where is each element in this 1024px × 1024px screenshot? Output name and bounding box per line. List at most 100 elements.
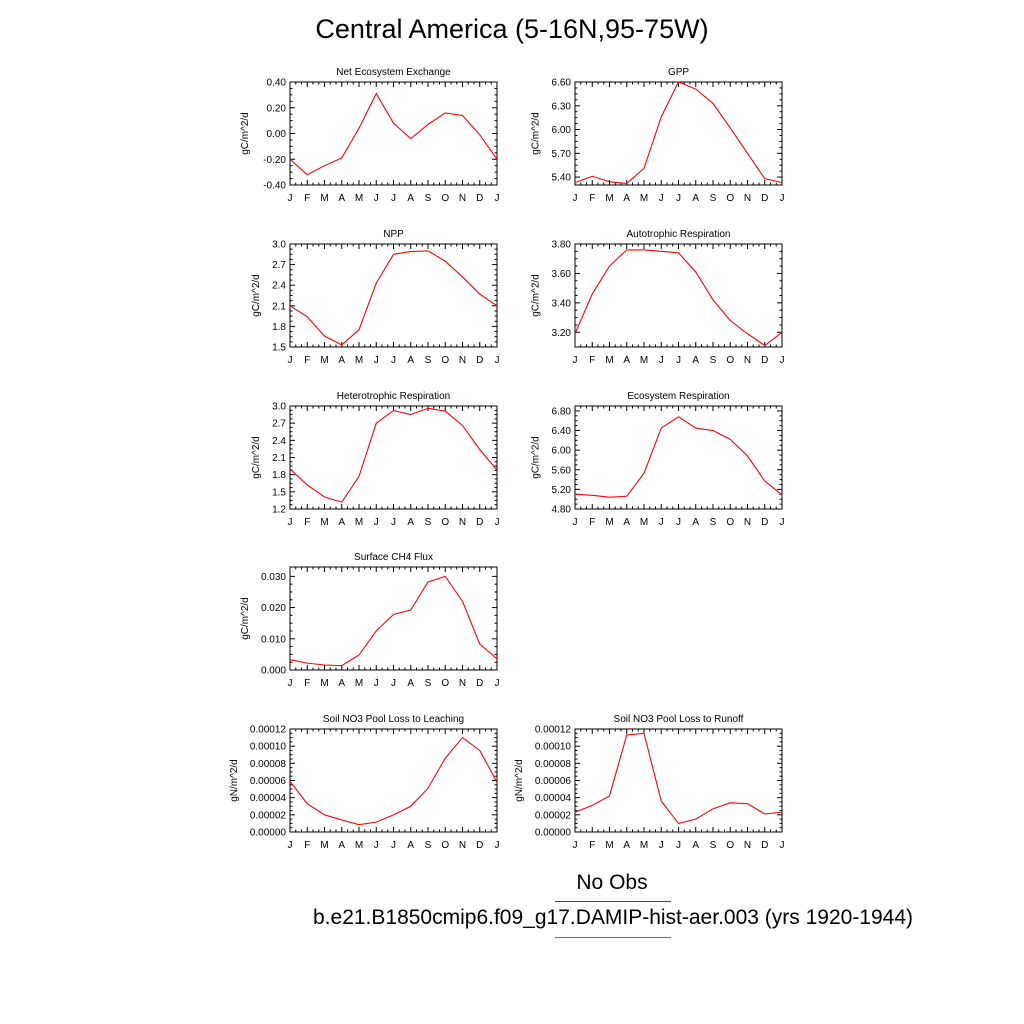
- x-tick-label: J: [676, 355, 681, 366]
- chart-title: Ecosystem Respiration: [627, 391, 729, 402]
- x-tick-label: D: [476, 840, 483, 851]
- x-tick-label: J: [288, 678, 293, 689]
- x-tick-label: J: [659, 517, 664, 528]
- x-tick-label: D: [476, 517, 483, 528]
- y-tick-label: 6.00: [552, 446, 572, 457]
- x-tick-label: J: [573, 193, 578, 204]
- x-tick-label: J: [780, 193, 785, 204]
- x-tick-label: D: [476, 678, 483, 689]
- legend-obs-line: [555, 901, 671, 902]
- y-axis-label: gC/m^2/d: [240, 112, 251, 155]
- y-tick-label: 1.8: [272, 322, 286, 333]
- y-axis-label: gC/m^2/d: [240, 597, 251, 640]
- chart-title: Net Ecosystem Exchange: [336, 67, 451, 78]
- x-tick-label: M: [605, 193, 613, 204]
- plot-frame: [289, 405, 498, 510]
- series-line: [574, 416, 783, 498]
- y-tick-label: 0.020: [261, 603, 286, 614]
- x-tick-label: J: [573, 355, 578, 366]
- y-tick-label: 1.2: [272, 505, 286, 516]
- y-tick-label: 2.7: [272, 260, 286, 271]
- x-tick-label: S: [425, 355, 432, 366]
- y-tick-label: 0.00010: [250, 742, 287, 753]
- chart-panel: J F M A M J J A S O N D J0.000000.000020.000040.0000…: [514, 714, 785, 851]
- x-tick-label: A: [338, 193, 345, 204]
- chart-title: NPP: [383, 229, 404, 240]
- chart-title: Soil NO3 Pool Loss to Leaching: [323, 714, 464, 725]
- x-tick-label: O: [726, 355, 734, 366]
- plot-frame: [574, 243, 783, 348]
- chart-panel: J F M A M J J A S O N D J3.203.403.603.80Autotrophic…: [531, 229, 785, 366]
- x-tick-label: O: [441, 678, 449, 689]
- y-axis-label: gC/m^2/d: [531, 274, 542, 317]
- x-tick-label: J: [374, 517, 379, 528]
- x-tick-label: J: [676, 517, 681, 528]
- x-tick-label: O: [726, 517, 734, 528]
- x-tick-label: J: [288, 517, 293, 528]
- y-tick-label: 0.00000: [535, 828, 572, 839]
- x-tick-label: J: [374, 678, 379, 689]
- x-tick-label: M: [355, 193, 363, 204]
- y-tick-label: 0.000: [261, 666, 286, 677]
- series-line: [289, 250, 498, 346]
- y-tick-label: 5.60: [552, 465, 572, 476]
- x-tick-label: A: [407, 678, 414, 689]
- x-tick-label: S: [710, 517, 717, 528]
- series-line: [574, 732, 783, 825]
- y-tick-label: 6.00: [552, 125, 572, 136]
- x-tick-label: M: [355, 355, 363, 366]
- x-tick-label: J: [391, 678, 396, 689]
- legend-case-label: b.e21.B1850cmip6.f09_g17.DAMIP-hist-aer.…: [313, 906, 914, 929]
- x-tick-label: A: [692, 193, 699, 204]
- y-tick-label: 0.00004: [535, 793, 572, 804]
- x-tick-label: J: [495, 193, 500, 204]
- x-tick-label: O: [441, 193, 449, 204]
- y-tick-label: 0.00012: [535, 725, 572, 736]
- x-tick-label: J: [495, 355, 500, 366]
- x-tick-label: N: [459, 193, 466, 204]
- plot-frame: [574, 405, 783, 510]
- chart-title: Autotrophic Respiration: [627, 229, 731, 240]
- y-tick-label: 5.20: [552, 485, 572, 496]
- y-tick-label: 0.010: [261, 634, 286, 645]
- x-tick-label: S: [425, 517, 432, 528]
- x-tick-label: F: [304, 840, 310, 851]
- x-tick-label: N: [459, 840, 466, 851]
- x-tick-label: D: [761, 355, 768, 366]
- x-tick-label: J: [659, 355, 664, 366]
- x-tick-label: F: [304, 678, 310, 689]
- y-tick-label: 1.5: [272, 487, 286, 498]
- y-axis-label: gC/m^2/d: [531, 112, 542, 155]
- y-tick-label: 3.80: [552, 240, 572, 251]
- series-line: [289, 92, 498, 176]
- x-tick-label: M: [640, 193, 648, 204]
- x-tick-label: J: [288, 355, 293, 366]
- legend-case-line: [555, 937, 671, 938]
- y-tick-label: 0.00: [267, 129, 287, 140]
- x-tick-label: O: [441, 517, 449, 528]
- x-tick-label: D: [761, 840, 768, 851]
- y-tick-label: 2.4: [272, 436, 286, 447]
- y-tick-label: 6.40: [552, 426, 572, 437]
- x-tick-label: N: [459, 517, 466, 528]
- x-tick-label: J: [374, 840, 379, 851]
- chart-panel: J F M A M J J A S O N D J0.0000.0100.0200.030Surface…: [240, 552, 500, 689]
- x-tick-label: F: [589, 517, 595, 528]
- x-tick-label: A: [692, 840, 699, 851]
- x-tick-label: M: [320, 193, 328, 204]
- x-tick-label: D: [761, 517, 768, 528]
- series-line: [289, 407, 498, 503]
- x-tick-label: M: [355, 678, 363, 689]
- x-tick-label: S: [710, 355, 717, 366]
- x-tick-label: J: [573, 840, 578, 851]
- y-tick-label: 0.00010: [535, 742, 572, 753]
- y-tick-label: 0.00004: [250, 793, 287, 804]
- x-tick-label: S: [710, 193, 717, 204]
- y-axis-label: gN/m^2/d: [229, 759, 240, 802]
- y-tick-label: 2.1: [272, 453, 286, 464]
- y-tick-label: 0.00000: [250, 828, 287, 839]
- x-tick-label: O: [726, 840, 734, 851]
- y-tick-label: 3.40: [552, 298, 572, 309]
- y-tick-label: 3.0: [272, 240, 286, 251]
